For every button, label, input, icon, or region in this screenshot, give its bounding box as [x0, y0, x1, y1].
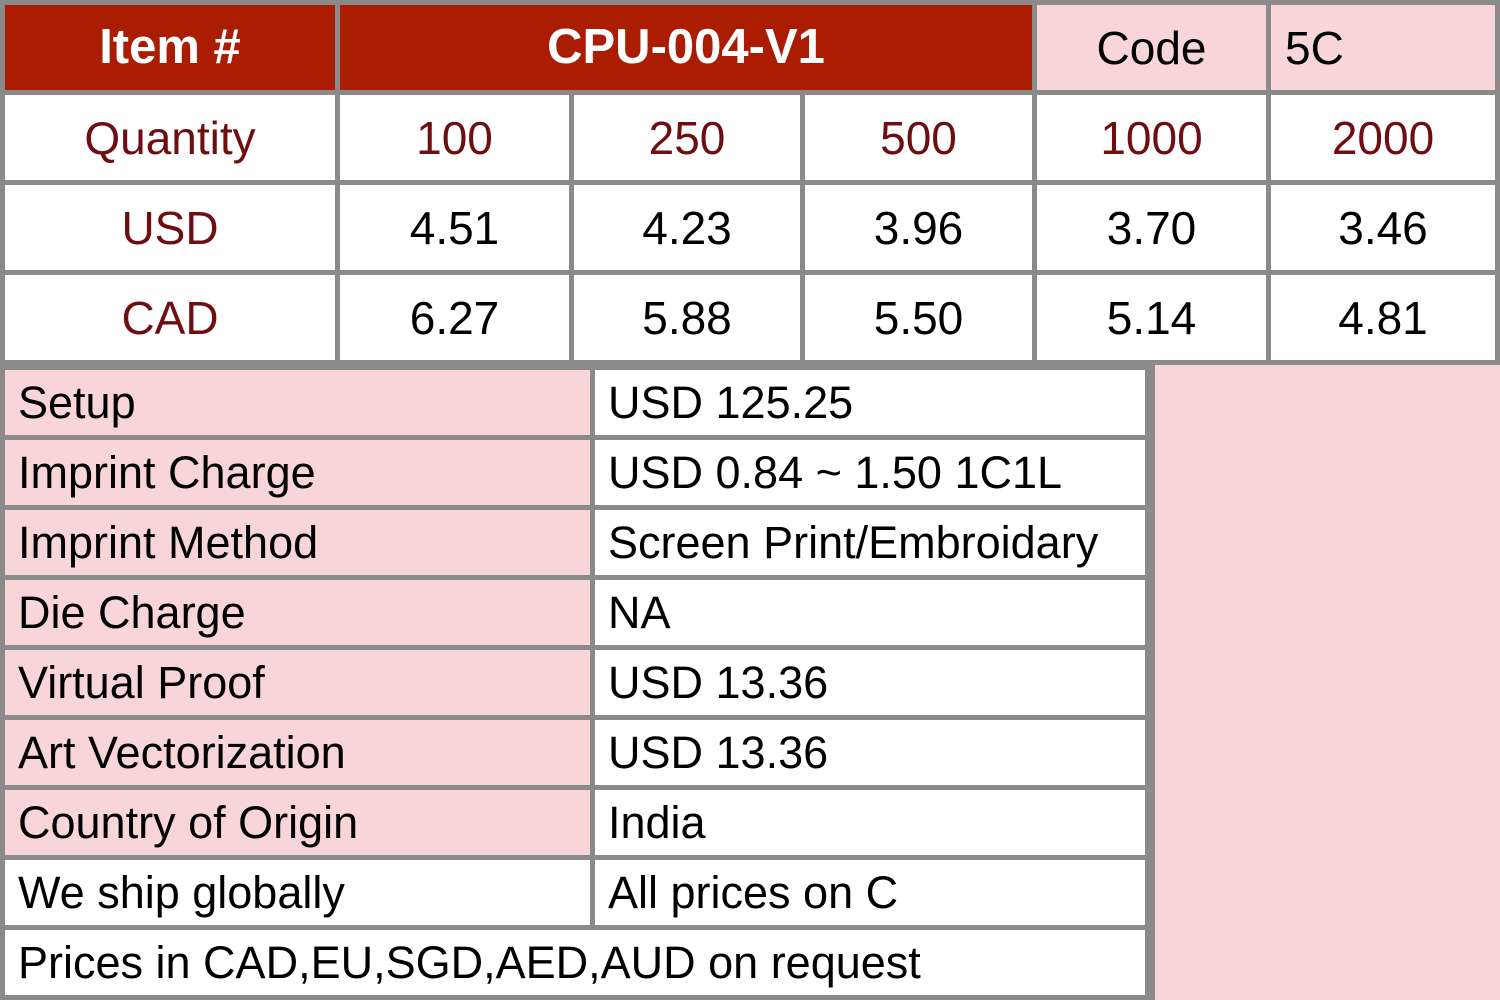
detail-label: Country of Origin	[5, 790, 590, 855]
quantity-tier: 2000	[1271, 95, 1495, 180]
detail-label: We ship globally	[5, 860, 590, 925]
usd-row-label: USD	[5, 185, 335, 270]
details-table: Setup USD 125.25 Imprint Charge USD 0.84…	[0, 365, 1150, 1000]
detail-value: USD 0.84 ~ 1.50 1C1L	[595, 440, 1145, 505]
side-panel	[1150, 365, 1500, 1000]
item-number-header: Item #	[5, 5, 335, 90]
usd-price: 3.46	[1271, 185, 1495, 270]
usd-price: 4.51	[340, 185, 569, 270]
detail-label: Imprint Charge	[5, 440, 590, 505]
detail-value: India	[595, 790, 1145, 855]
detail-value: USD 125.25	[595, 370, 1145, 435]
detail-label: Virtual Proof	[5, 650, 590, 715]
cad-price: 4.81	[1271, 275, 1495, 360]
price-table: Item # CPU-004-V1 Code 5C Quantity 100 2…	[0, 0, 1500, 365]
detail-label: Die Charge	[5, 580, 590, 645]
quantity-tier: 250	[574, 95, 800, 180]
usd-price: 3.96	[805, 185, 1032, 270]
quantity-tier: 500	[805, 95, 1032, 180]
detail-label: Imprint Method	[5, 510, 590, 575]
usd-price: 3.70	[1037, 185, 1266, 270]
code-value: 5C	[1271, 5, 1495, 90]
cad-row-label: CAD	[5, 275, 335, 360]
quantity-tier: 1000	[1037, 95, 1266, 180]
cad-price: 5.88	[574, 275, 800, 360]
item-number-value: CPU-004-V1	[340, 5, 1032, 90]
cad-price: 5.50	[805, 275, 1032, 360]
quantity-row-label: Quantity	[5, 95, 335, 180]
detail-label: Setup	[5, 370, 590, 435]
detail-value: USD 13.36	[595, 650, 1145, 715]
detail-label: Art Vectorization	[5, 720, 590, 785]
usd-price: 4.23	[574, 185, 800, 270]
pricing-footnote: Prices in CAD,EU,SGD,AED,AUD on request	[5, 930, 1145, 995]
detail-value: USD 13.36	[595, 720, 1145, 785]
code-header: Code	[1037, 5, 1266, 90]
cad-price: 5.14	[1037, 275, 1266, 360]
detail-value: NA	[595, 580, 1145, 645]
detail-value: Screen Print/Embroidary	[595, 510, 1145, 575]
quantity-tier: 100	[340, 95, 569, 180]
cad-price: 6.27	[340, 275, 569, 360]
detail-value: All prices on C	[595, 860, 1145, 925]
